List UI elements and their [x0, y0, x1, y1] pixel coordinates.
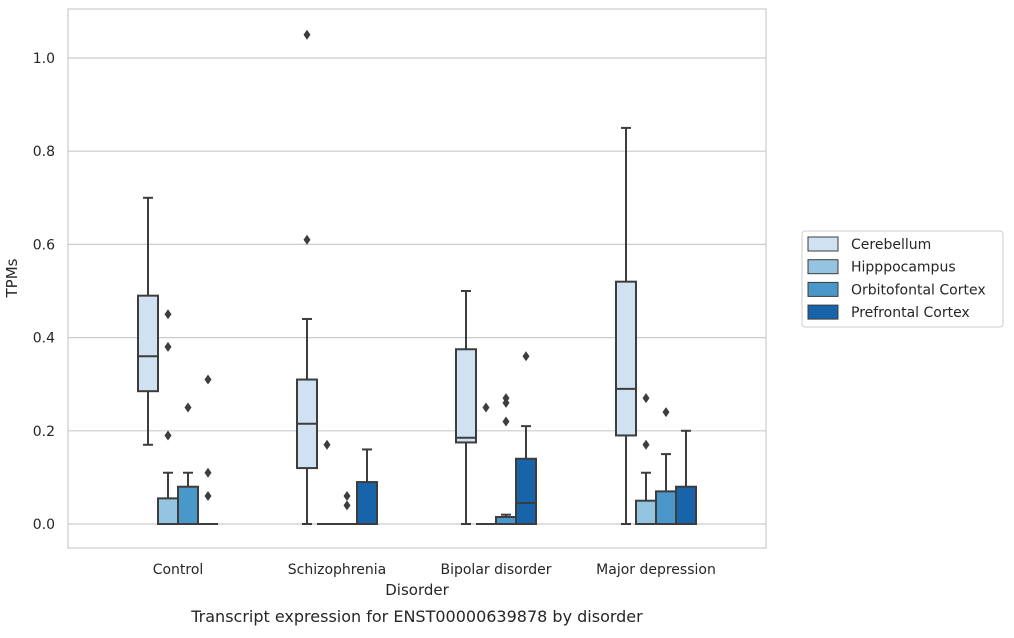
y-tick-label: 0.2 [33, 424, 55, 440]
box-orbitofontal-cortex [337, 491, 357, 525]
legend-entry: Orbitofontal Cortex [807, 281, 986, 298]
outlier-point [502, 416, 510, 427]
x-tick-label: Bipolar disorder [440, 562, 551, 578]
box-body [675, 485, 697, 525]
box-orbitofontal-cortex [177, 402, 199, 525]
legend-swatch [807, 259, 839, 275]
legend-label: Orbitofontal Cortex [851, 282, 986, 298]
outlier-point [642, 393, 650, 404]
outlier-point [303, 29, 311, 40]
legend-label: Cerebellum [851, 237, 931, 253]
legend-label: Prefrontal Cortex [851, 305, 970, 321]
outlier-point [662, 407, 670, 418]
outlier-point [204, 374, 212, 385]
outlier-point [522, 351, 530, 362]
outlier-point [642, 439, 650, 450]
y-tick-labels: 0.0 0.2 0.4 0.6 0.8 1.0 [33, 51, 55, 533]
box-hipppocampus [476, 402, 496, 525]
box-cerebellum [296, 29, 318, 525]
box-body [615, 280, 637, 437]
outlier-point [343, 500, 351, 511]
outlier-point [204, 491, 212, 502]
outlier-point [303, 234, 311, 245]
x-tick-label: Control [153, 562, 204, 578]
box-body [515, 457, 537, 526]
legend-frame [801, 230, 1004, 328]
y-axis-title: TPMs [3, 258, 21, 298]
y-tick-label: 0.4 [33, 331, 55, 347]
legend-label: Hipppocampus [851, 260, 956, 276]
box-body [177, 485, 199, 525]
x-axis-title: Disorder [385, 581, 449, 599]
outlier-point [343, 491, 351, 502]
plot-area [67, 8, 767, 549]
box-hipppocampus [317, 439, 337, 525]
box-hipppocampus [157, 309, 179, 525]
box-body [157, 497, 179, 525]
box-prefrontal-cortex [515, 351, 537, 526]
x-tick-labels: Control Schizophrenia Bipolar disorder Majo… [153, 562, 716, 578]
legend-swatch [807, 281, 839, 297]
box-prefrontal-cortex [356, 448, 378, 525]
legend-items: Cerebellum Hipppocampus Orbitofontal Corte… [807, 236, 986, 321]
legend-entry: Hipppocampus [807, 259, 956, 276]
box-body [455, 348, 477, 444]
box-cerebellum [615, 126, 637, 525]
box-body [655, 490, 677, 526]
legend: Cerebellum Hipppocampus Orbitofontal Corte… [801, 230, 1004, 328]
y-tick-label: 0.8 [33, 144, 55, 160]
box-cerebellum [137, 196, 159, 446]
outlier-point [502, 393, 510, 404]
box-body [635, 499, 657, 526]
y-tick-label: 0.6 [33, 237, 55, 253]
outlier-point [184, 402, 192, 413]
box-body [495, 516, 517, 526]
x-tick-label: Major depression [596, 562, 716, 578]
box-prefrontal-cortex [675, 429, 697, 525]
legend-swatch [807, 236, 839, 252]
outlier-point [323, 439, 331, 450]
legend-swatch [807, 304, 839, 320]
box-prefrontal-cortex [198, 374, 218, 525]
legend-entry: Prefrontal Cortex [807, 304, 970, 321]
outlier-point [164, 430, 172, 441]
box-body [356, 481, 378, 525]
outlier-point [164, 309, 172, 320]
box-groups [137, 29, 697, 526]
y-tick-label: 1.0 [33, 51, 55, 67]
box-orbitofontal-cortex [655, 407, 677, 526]
legend-entry: Cerebellum [807, 236, 931, 253]
outlier-point [482, 402, 490, 413]
outlier-point [164, 341, 172, 352]
outlier-point [204, 467, 212, 478]
y-tick-label: 0.0 [33, 517, 55, 533]
box-body [137, 294, 159, 393]
chart-caption: Transcript expression for ENST0000063987… [190, 607, 643, 626]
box-cerebellum [455, 290, 477, 525]
x-tick-label: Schizophrenia [288, 562, 386, 578]
